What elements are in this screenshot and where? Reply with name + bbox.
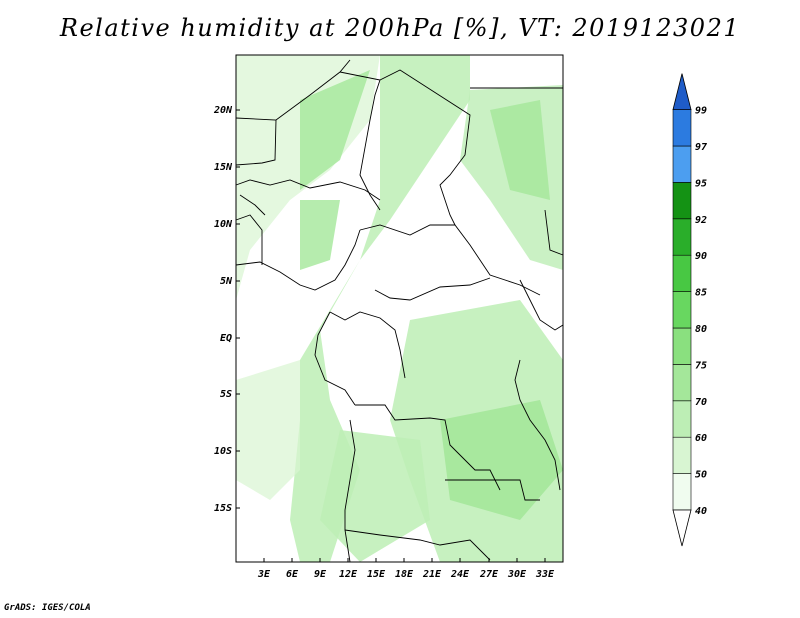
lat-label: 20N [213,105,233,116]
colorbar-label: 92 [695,215,707,226]
lon-label: 24E [450,569,470,580]
colorbar-segment [672,327,692,365]
lon-label: 6E [286,569,299,580]
colorbar-segment [672,473,692,511]
lat-label: 15S [214,503,232,514]
lat-label: 10S [214,446,232,457]
colorbar-label: 60 [695,433,707,444]
lon-label: 9E [314,569,327,580]
colorbar-segment [672,182,692,220]
colorbar-label: 50 [695,470,707,481]
lat-ticks [236,109,240,509]
colorbar-min-arrow [672,509,692,547]
colorbar-segment [672,364,692,402]
lon-label: 15E [367,569,386,580]
lat-label: 15N [214,162,233,173]
map-title: Relative humidity at 200hPa [%], VT: 201… [59,14,741,42]
colorbar-segment [672,109,692,147]
grads-credit: GrADS: IGES/COLA [4,603,91,613]
colorbar-segment [672,436,692,474]
lat-label: 10N [214,219,233,230]
colorbar-label: 99 [695,106,707,117]
lon-label: 33E [535,569,555,580]
colorbar: 40 50 60 70 75 80 85 90 92 95 97 99 [672,73,707,547]
colorbar-label: 70 [695,397,707,408]
latitude-labels: 20N 15N 10N 5N EQ 5S 10S 15S [213,105,233,514]
colorbar-segment [672,400,692,438]
lat-label: 5S [220,389,232,400]
lon-label: 3E [257,569,271,580]
colorbar-segment [672,291,692,329]
colorbar-label: 85 [695,288,707,299]
colorbar-label: 40 [695,506,707,517]
colorbar-segment [672,145,692,183]
colorbar-max-arrow [672,73,692,110]
colorbar-label: 80 [695,324,707,335]
lon-label: 18E [395,569,414,580]
longitude-labels: 3E 6E 9E 12E 15E 18E 21E 24E 27E 30E 33E [257,569,555,580]
lat-label: 5N [220,276,233,287]
lon-label: 27E [479,569,499,580]
country-borders [235,59,564,563]
lon-label: 30E [507,569,527,580]
lon-label: 21E [422,569,442,580]
lat-label: EQ [220,333,232,344]
colorbar-segment [672,254,692,292]
lon-label: 12E [339,569,358,580]
humidity-shading [236,55,563,562]
colorbar-label: 97 [695,142,707,153]
colorbar-label: 75 [695,360,707,371]
colorbar-segment [672,218,692,256]
colorbar-label: 90 [695,251,707,262]
lon-ticks [263,558,546,562]
colorbar-label: 95 [695,178,707,189]
map-frame [235,54,564,563]
